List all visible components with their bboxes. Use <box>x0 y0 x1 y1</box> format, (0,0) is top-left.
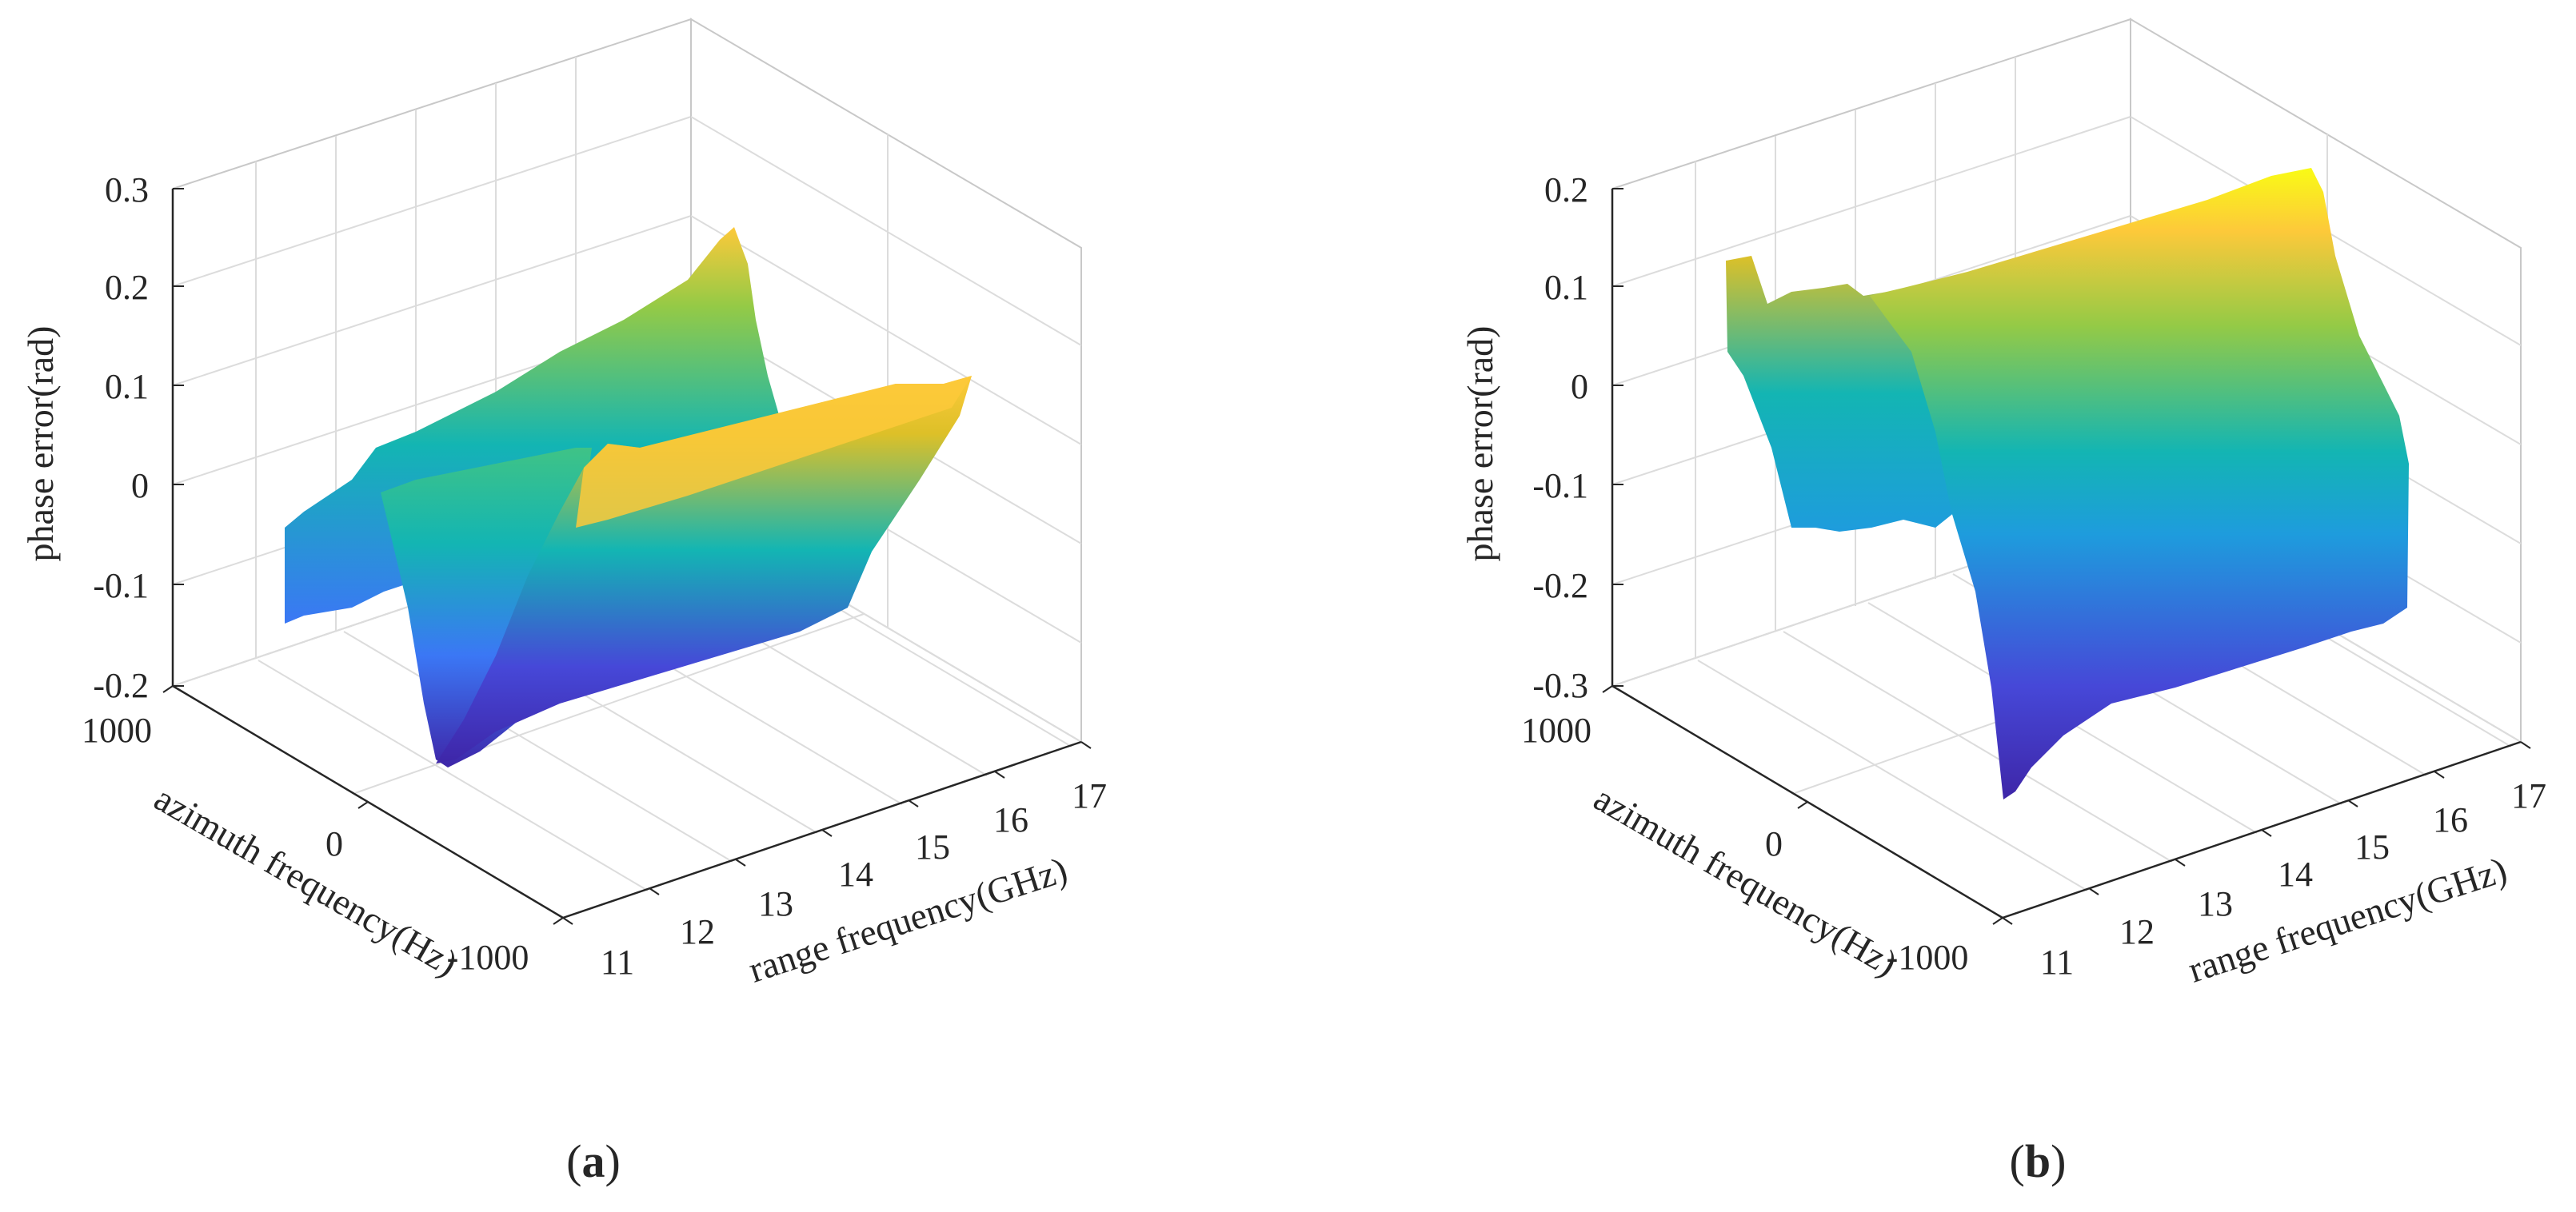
panel-b-surface-main <box>1870 168 2409 799</box>
panel-b-ztick-label: 0 <box>1571 367 1588 406</box>
panel-a-xtick-label: 14 <box>838 855 873 894</box>
panel-a-ytick-label: -1000 <box>447 938 529 977</box>
panel-b-xticks: 11 12 13 14 15 16 17 <box>2002 741 2546 982</box>
panel-a-xtick-label: 12 <box>680 912 715 951</box>
panel-a-caption: (a) <box>566 1135 621 1187</box>
panel-a-surface-front <box>436 376 972 763</box>
panel-b-xtick-label: 17 <box>2511 776 2546 815</box>
panel-b-xtick-label: 11 <box>2040 943 2074 982</box>
panel-a-yticks: 1000 0 -1000 <box>82 685 564 977</box>
panel-b-ztick-label: 0.2 <box>1544 170 1588 209</box>
panel-b-ztick-label: -0.3 <box>1532 666 1588 705</box>
panel-a-surface-wall <box>381 448 592 767</box>
panel-a: 0.3 0.2 0.1 0 -0.1 -0.2 1000 0 -1000 11 <box>20 18 1107 1187</box>
panel-b-ytick-label: 1000 <box>1521 711 1592 750</box>
panel-a-xtick-label: 13 <box>758 884 793 923</box>
panel-b-zlabel: phase error(rad) <box>1460 326 1500 562</box>
panel-a-ztick-label: 0 <box>131 466 149 505</box>
panel-a-zticks: 0.3 0.2 0.1 0 -0.1 -0.2 <box>93 170 184 705</box>
panel-a-ytick-label: 0 <box>325 824 343 863</box>
panel-a-ylabel: azimuth frequency(Hz) <box>148 778 465 984</box>
panel-a-ztick-label: 0.1 <box>105 367 149 406</box>
panel-a-xtick-label: 17 <box>1072 776 1107 815</box>
panel-b-ytick-label: -1000 <box>1887 938 1969 977</box>
panel-a-ztick-label: -0.2 <box>93 666 149 705</box>
panel-b-caption: (b) <box>2010 1135 2067 1187</box>
panel-a-ztick-label: 0.3 <box>105 170 149 209</box>
panel-a-zlabel: phase error(rad) <box>20 326 61 562</box>
panel-a-xticks: 11 12 13 14 15 16 17 <box>562 741 1107 982</box>
panel-b: 0.2 0.1 0 -0.1 -0.2 -0.3 1000 0 -1000 11… <box>1460 18 2546 1187</box>
panel-b-xtick-label: 12 <box>2119 912 2155 951</box>
panel-a-xtick-label: 15 <box>915 827 950 867</box>
panel-b-xtick-label: 13 <box>2198 884 2233 923</box>
panel-a-xtick-label: 11 <box>601 943 634 982</box>
panel-b-ztick-label: 0.1 <box>1544 268 1588 307</box>
panel-a-ztick-label: -0.1 <box>93 566 149 605</box>
panel-b-xtick-label: 14 <box>2278 855 2313 894</box>
panel-a-surface-ridge <box>576 376 972 528</box>
panel-a-ytick-label: 1000 <box>82 711 152 750</box>
panel-a-xtick-label: 16 <box>993 800 1028 839</box>
panel-b-ylabel: azimuth frequency(Hz) <box>1588 778 1904 984</box>
panel-b-yticks: 1000 0 -1000 <box>1521 685 2003 977</box>
panel-b-surface <box>1726 168 2409 799</box>
panel-b-xtick-label: 15 <box>2354 827 2390 867</box>
panel-b-ztick-label: -0.1 <box>1532 466 1588 505</box>
panel-b-ytick-label: 0 <box>1765 824 1783 863</box>
panel-a-surface <box>285 227 972 767</box>
panel-a-ztick-label: 0.2 <box>105 268 149 307</box>
panel-b-ztick-label: -0.2 <box>1532 566 1588 605</box>
panel-b-zticks: 0.2 0.1 0 -0.1 -0.2 -0.3 <box>1532 170 1623 705</box>
panel-b-xtick-label: 16 <box>2433 800 2468 839</box>
